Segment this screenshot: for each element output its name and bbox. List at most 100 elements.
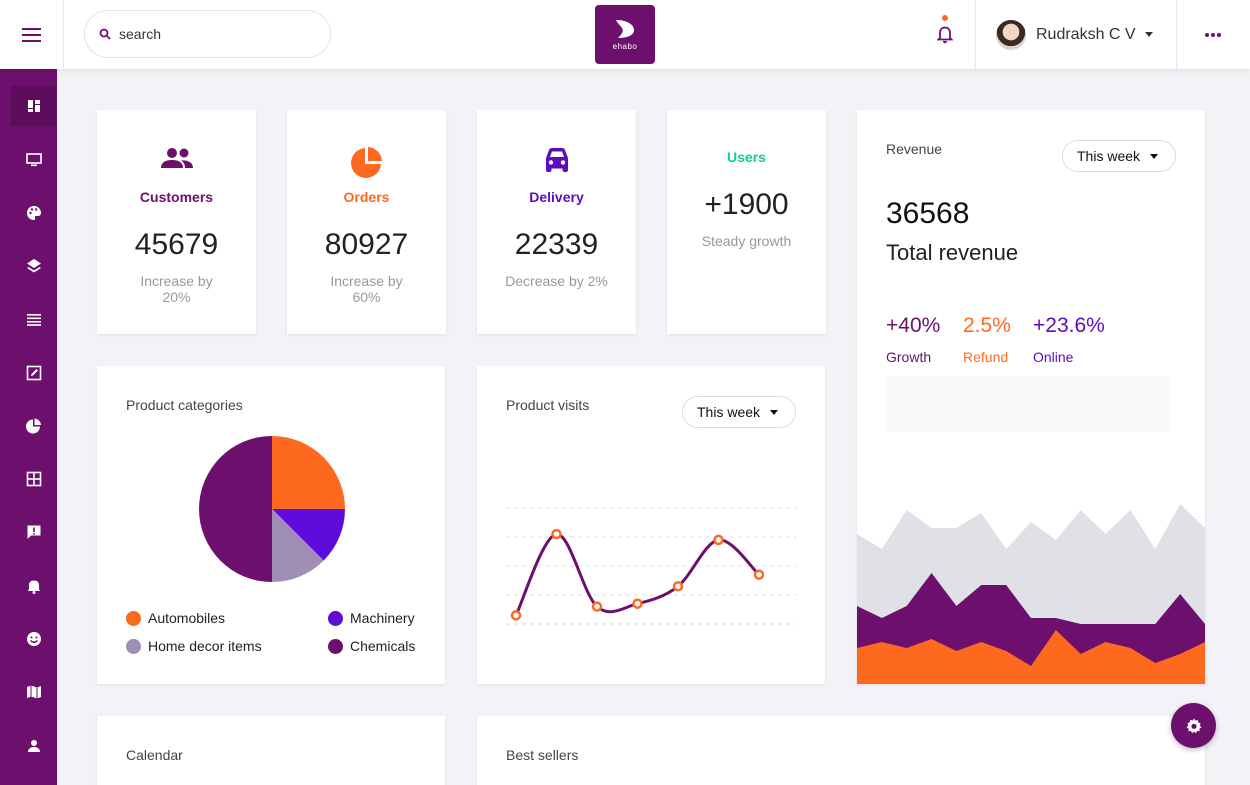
bell-icon [27,580,40,594]
pie-slice-automobiles [272,436,345,509]
dropdown-value: This week [697,404,761,420]
revenue-value: 36568 [886,197,970,230]
online-label: Online [1033,349,1074,365]
sidebar-item-display[interactable] [11,140,56,180]
pie-slice-chemicals [199,436,272,582]
pie-slice-home-decor-items [272,509,324,582]
stat-subtext: Decrease by 2% [505,273,608,289]
stat-label: Orders [343,189,390,205]
sidebar-item-tables[interactable] [11,459,56,499]
legend-item: Chemicals [328,638,415,654]
users-card: Users +1900 Steady growth [667,110,826,334]
search-icon [99,28,111,40]
stat-value: 22339 [514,228,599,261]
sidebar-item-emoji[interactable] [11,619,56,659]
refund-value: 2.5% [963,314,1011,337]
sidebar-item-notifications[interactable] [11,566,56,606]
pie-chart-icon [25,418,41,434]
sidebar [0,69,57,785]
revenue-card: Revenue This week 36568 Total revenue +4… [857,110,1205,684]
avatar [996,19,1026,50]
dropdown-value: This week [1077,148,1141,164]
visits-point [551,528,562,540]
sidebar-item-feedback[interactable] [11,512,56,552]
growth-label: Growth [886,349,932,365]
sidebar-item-theme[interactable] [11,193,56,233]
stat-subtext: Increase by 20% [140,273,213,305]
revenue-placeholder [885,376,1171,432]
legend-item: Automobiles [126,610,225,626]
legend-dot [126,638,141,654]
top-bar: ehabo Rudraksh C V [0,0,1250,69]
settings-button[interactable] [1171,703,1216,748]
sidebar-item-profile[interactable] [11,726,56,766]
delivery-card: Delivery 22339 Decrease by 2% [477,110,636,334]
more-horizontal-icon [1205,32,1221,37]
product-visits-card: Product visits This week [477,366,825,684]
revenue-area-chart [857,504,1205,684]
visits-point [591,601,603,612]
legend-dot [126,610,141,626]
visits-point [713,534,724,546]
legend-label: Machinery [350,610,415,626]
more-options-button[interactable] [1178,0,1248,69]
user-icon [27,740,40,752]
map-icon [26,685,41,699]
card-title: Product visits [506,397,590,413]
area-series-3 [857,630,1205,684]
visits-point [672,581,684,592]
stat-subtext: Increase by 60% [330,273,403,305]
smiley-icon [26,632,41,646]
user-name: Rudraksh C V [1036,25,1136,43]
growth-value: +40% [886,314,941,337]
online-value: +23.6% [1033,314,1105,337]
card-title: Revenue [886,141,943,157]
sidebar-item-layers[interactable] [11,246,56,286]
stat-value: +1900 [704,188,789,221]
bell-icon [937,26,953,44]
people-icon [160,148,193,168]
stat-label: Delivery [529,189,584,205]
car-icon [545,148,568,172]
user-menu[interactable]: Rudraksh C V [975,0,1177,69]
hamburger-icon [21,27,41,42]
sidebar-item-charts[interactable] [11,406,56,446]
stat-label: Users [727,149,766,165]
stat-label: Customers [139,189,214,205]
edit-icon [26,365,41,381]
categories-pie-chart [199,436,345,582]
legend-item: Machinery [328,610,415,626]
grid-icon [26,471,41,487]
card-title: Product categories [126,397,243,413]
visits-period-dropdown[interactable]: This week [682,396,796,428]
revenue-label: Total revenue [886,240,1019,265]
legend-dot [328,610,343,626]
feedback-icon [27,525,40,539]
sidebar-item-dashboard[interactable] [11,86,56,126]
sidebar-item-forms[interactable] [11,353,56,393]
card-title: Best sellers [506,747,579,763]
monitor-icon [25,153,42,167]
gear-icon [1186,718,1201,733]
pie-slice-machinery [272,509,345,561]
list-icon [26,314,41,326]
stat-value: 80927 [324,228,409,261]
search-input[interactable] [119,26,309,42]
dashboard-icon [27,100,40,112]
palette-icon [26,206,41,220]
stat-value: 45679 [134,228,219,261]
stat-subtext: Steady growth [701,233,792,249]
sidebar-item-list[interactable] [11,299,56,339]
legend-label: Chemicals [350,638,416,654]
revenue-period-dropdown[interactable]: This week [1062,140,1176,172]
sidebar-item-maps[interactable] [11,672,56,712]
legend-label: Automobiles [148,610,226,626]
notifications-button[interactable] [930,14,960,54]
visits-point [753,569,765,580]
product-categories-card: Product categories Automobiles Machinery… [97,366,445,684]
menu-button[interactable] [0,0,64,69]
search-box[interactable] [84,10,331,58]
logo[interactable]: ehabo [595,5,655,64]
card-title: Calendar [126,747,183,763]
logo-mark-icon [616,20,634,38]
